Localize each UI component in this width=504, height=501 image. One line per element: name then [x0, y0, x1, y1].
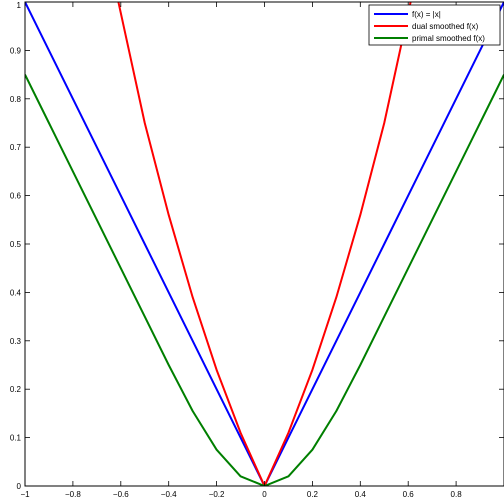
legend-label: dual smoothed f(x): [412, 22, 479, 31]
x-tick-label: −0.6: [113, 490, 129, 499]
y-tick-label: 1: [17, 1, 22, 10]
x-tick-label: −0.2: [209, 490, 225, 499]
x-tick-label: 0.6: [403, 490, 415, 499]
legend-label: primal smoothed f(x): [412, 34, 485, 43]
x-tick-label: 0.2: [307, 490, 319, 499]
y-tick-label: 0.2: [10, 385, 22, 394]
y-tick-label: 0.4: [10, 288, 22, 297]
plot-frame: [24, 1, 504, 487]
y-tick-label: 0.1: [10, 434, 22, 443]
y-tick-label: 0.5: [10, 240, 22, 249]
x-tick-label: 0: [262, 490, 267, 499]
y-tick-labels: 0 0.1 0.2 0.3 0.4 0.5 0.6 0.7 0.8 0.9 1: [10, 1, 22, 491]
axis-ticks: [24, 1, 504, 487]
y-tick-label: 0.9: [10, 46, 22, 55]
series-line-2: [117, 2, 412, 486]
x-tick-labels: −1 −0.8 −0.6 −0.4 −0.2 0 0.2 0.4 0.6 0.8: [20, 490, 462, 499]
y-tick-label: 0.7: [10, 143, 22, 152]
legend-label: f(x) = |x|: [412, 10, 441, 19]
series-line-1: [25, 2, 504, 486]
x-tick-label: 0.8: [451, 490, 463, 499]
x-tick-label: −0.4: [161, 490, 177, 499]
x-tick-label: −0.8: [65, 490, 81, 499]
y-tick-label: 0.6: [10, 192, 22, 201]
y-tick-label: 0.8: [10, 95, 22, 104]
legend: f(x) = |x| dual smoothed f(x) primal smoot…: [368, 4, 501, 46]
x-tick-label: 0.4: [355, 490, 367, 499]
chart-curves: [25, 2, 504, 486]
series-line-3: [25, 74, 504, 486]
y-tick-label: 0.3: [10, 337, 22, 346]
y-tick-label: 0: [17, 482, 22, 491]
x-tick-label: −1: [20, 490, 30, 499]
